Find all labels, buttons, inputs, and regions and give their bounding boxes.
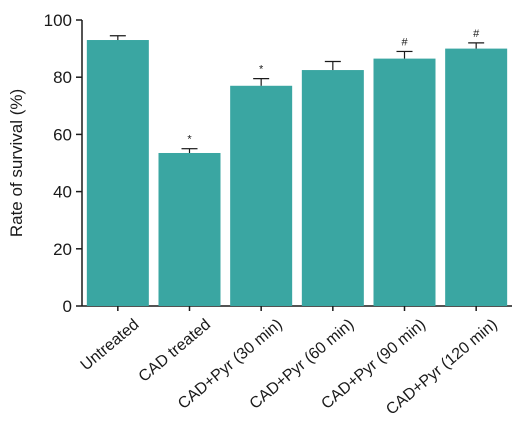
bar xyxy=(373,58,436,306)
x-tick-label: CAD treated xyxy=(136,316,214,386)
y-tick-label: 0 xyxy=(63,297,72,316)
bar xyxy=(301,70,364,306)
y-tick-label: 20 xyxy=(53,240,72,259)
error-bars-layer xyxy=(109,35,485,153)
bar xyxy=(445,48,508,306)
y-axis-title: Rate of survival (%) xyxy=(7,89,26,237)
bar xyxy=(158,152,221,306)
significance-mark: * xyxy=(187,134,192,146)
annotations-layer: * * # # xyxy=(187,28,480,146)
y-tick-label: 40 xyxy=(53,183,72,202)
bar xyxy=(86,40,149,307)
axes-layer: 0 20 40 60 80 100 xyxy=(44,11,512,316)
significance-mark: # xyxy=(401,36,408,48)
bar xyxy=(230,85,293,306)
y-tick-label: 60 xyxy=(53,125,72,144)
y-tick-label: 100 xyxy=(44,11,72,30)
x-tick-label: Untreated xyxy=(78,316,143,374)
bars-layer xyxy=(86,40,508,307)
significance-mark: # xyxy=(473,28,480,40)
y-tick-label: 80 xyxy=(53,68,72,87)
significance-mark: * xyxy=(259,64,264,76)
